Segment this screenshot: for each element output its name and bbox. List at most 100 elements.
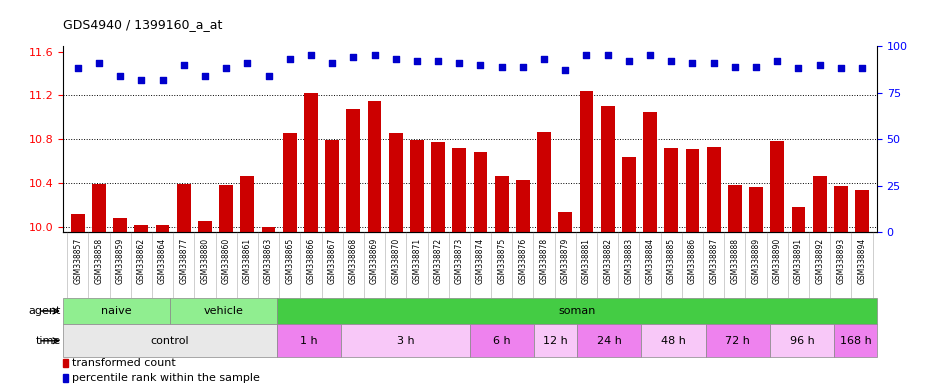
Text: transformed count: transformed count (72, 358, 176, 368)
Point (261, 73, 276, 79)
Text: GSM338871: GSM338871 (413, 238, 422, 284)
Bar (219, 185, 233, 384)
Text: GSM338880: GSM338880 (201, 238, 209, 284)
Text: 24 h: 24 h (597, 336, 622, 346)
Bar (283, 132, 297, 384)
Point (346, 54, 361, 60)
Bar (771, 141, 784, 384)
Text: GSM338867: GSM338867 (327, 238, 337, 284)
Text: GSM338857: GSM338857 (73, 238, 82, 284)
Bar (534, 324, 577, 357)
Text: GSM338893: GSM338893 (836, 238, 845, 284)
Point (536, 56, 551, 62)
Bar (707, 147, 721, 384)
Point (833, 65, 848, 71)
Point (855, 65, 870, 71)
Point (218, 65, 233, 71)
Point (727, 63, 742, 70)
Bar (537, 132, 551, 384)
Text: GSM338887: GSM338887 (709, 238, 718, 284)
Text: 6 h: 6 h (493, 336, 511, 346)
Bar (155, 225, 169, 384)
Point (198, 73, 213, 79)
Text: agent: agent (29, 306, 61, 316)
Bar (262, 227, 276, 384)
Text: GSM338864: GSM338864 (158, 238, 167, 284)
Text: 12 h: 12 h (543, 336, 568, 346)
Bar (71, 214, 84, 384)
Text: GSM338872: GSM338872 (434, 238, 442, 284)
Point (325, 60, 339, 66)
Bar (643, 112, 657, 384)
Bar (559, 212, 573, 384)
Text: GSM338883: GSM338883 (624, 238, 634, 284)
Text: GSM338892: GSM338892 (815, 238, 824, 284)
Point (685, 60, 700, 66)
Point (388, 56, 403, 62)
Text: GSM338874: GSM338874 (476, 238, 485, 284)
Bar (856, 190, 869, 384)
Point (664, 58, 679, 64)
Bar (792, 207, 806, 384)
Bar (834, 324, 877, 357)
Point (155, 76, 170, 83)
Point (812, 61, 827, 68)
Text: GSM338873: GSM338873 (455, 238, 463, 284)
Point (303, 52, 318, 58)
Text: time: time (36, 336, 61, 346)
Bar (516, 180, 530, 384)
Bar (577, 324, 641, 357)
Bar (622, 157, 635, 384)
Bar (278, 324, 341, 357)
Text: GSM338881: GSM338881 (582, 238, 591, 283)
Text: GSM338884: GSM338884 (646, 238, 655, 284)
Text: GSM338879: GSM338879 (561, 238, 570, 284)
Bar (749, 187, 763, 384)
Text: GSM338878: GSM338878 (539, 238, 549, 284)
Text: GSM338863: GSM338863 (264, 238, 273, 284)
Bar (63, 298, 170, 324)
Text: GSM338858: GSM338858 (94, 238, 104, 284)
Bar (240, 176, 254, 384)
Text: GSM338861: GSM338861 (243, 238, 252, 284)
Bar (580, 91, 593, 384)
Text: GSM338869: GSM338869 (370, 238, 379, 284)
Point (452, 60, 467, 66)
Bar (63, 324, 278, 357)
Bar (474, 152, 487, 384)
Bar (388, 132, 402, 384)
Point (622, 58, 636, 64)
Point (770, 58, 784, 64)
Text: GSM338886: GSM338886 (688, 238, 697, 284)
Text: GDS4940 / 1399160_a_at: GDS4940 / 1399160_a_at (63, 18, 222, 31)
Point (473, 61, 487, 68)
Text: GSM338870: GSM338870 (391, 238, 401, 284)
Bar (177, 184, 191, 384)
Text: GSM338894: GSM338894 (857, 238, 867, 284)
Text: GSM338888: GSM338888 (731, 238, 739, 283)
Text: GSM338891: GSM338891 (794, 238, 803, 284)
Point (748, 63, 763, 70)
Text: 72 h: 72 h (725, 336, 750, 346)
Bar (63, 374, 68, 382)
Point (558, 67, 573, 73)
Point (515, 63, 530, 70)
Point (410, 58, 425, 64)
Point (600, 52, 615, 58)
Text: 1 h: 1 h (301, 336, 318, 346)
Text: vehicle: vehicle (204, 306, 243, 316)
Text: GSM338859: GSM338859 (116, 238, 125, 284)
Bar (170, 298, 278, 324)
Point (367, 52, 382, 58)
Point (240, 60, 254, 66)
Text: GSM338877: GSM338877 (179, 238, 188, 284)
Bar (341, 324, 470, 357)
Text: percentile rank within the sample: percentile rank within the sample (72, 373, 260, 383)
Text: 48 h: 48 h (661, 336, 685, 346)
Bar (601, 106, 614, 384)
Text: 3 h: 3 h (397, 336, 414, 346)
Text: 168 h: 168 h (840, 336, 871, 346)
Point (70, 65, 85, 71)
Point (177, 61, 191, 68)
Bar (304, 93, 318, 384)
